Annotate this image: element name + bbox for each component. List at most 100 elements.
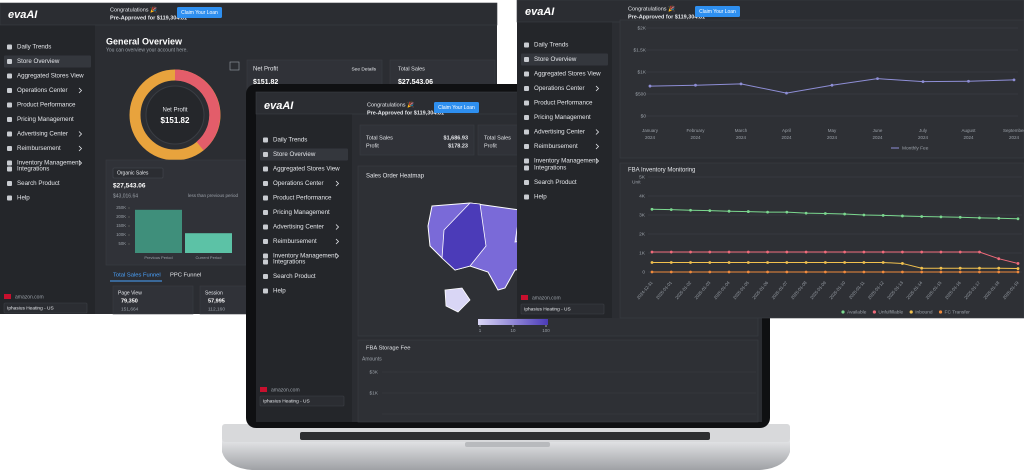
legend-marker <box>909 310 913 314</box>
point <box>727 250 731 254</box>
y-tick-label: 100K <box>116 232 126 237</box>
flag <box>4 294 11 299</box>
store-select-label[interactable]: Iphasius Heating - US <box>524 306 571 312</box>
x-tick-label: September <box>1003 128 1024 133</box>
x-tick-label: July <box>919 128 928 133</box>
nav-item[interactable]: Reimbursement <box>534 143 578 150</box>
nav-icon <box>263 253 268 259</box>
nav-item[interactable]: Product Performance <box>273 195 332 202</box>
store-select-label[interactable]: Iphasius Heating - US <box>7 305 54 311</box>
claim-button[interactable]: Claim Your Loan <box>438 105 475 111</box>
nav-item[interactable]: Product Performance <box>534 100 593 107</box>
nav-item[interactable]: Search Product <box>17 180 60 187</box>
nav-item[interactable]: Aggregated Stores View <box>17 73 84 80</box>
nav-item[interactable]: Reimbursement <box>17 145 61 152</box>
y-tick-label: $2K <box>637 25 646 31</box>
nav-item[interactable]: Integrations <box>534 165 566 172</box>
panel <box>619 19 1024 159</box>
nav-item[interactable]: Product Performance <box>17 102 76 109</box>
laptop-base <box>222 440 790 470</box>
label: Total Sales <box>366 135 393 141</box>
claim-button[interactable]: Claim Your Loan <box>181 10 218 16</box>
point <box>997 257 1001 261</box>
nav-item[interactable]: Daily Trends <box>273 137 307 144</box>
nav-item[interactable]: Search Product <box>534 179 577 186</box>
nav-icon <box>263 181 268 186</box>
bar <box>135 209 182 253</box>
nav-item[interactable]: Help <box>534 194 547 201</box>
store-select-label[interactable]: Iphasius Heating - US <box>263 398 310 404</box>
scale-tick-label: 100 <box>542 328 550 333</box>
label: $1,686.93 <box>444 135 468 141</box>
nav-item[interactable]: Advertising Center <box>17 131 68 138</box>
sidebar <box>0 3 95 314</box>
y-tick-label: 2K <box>639 231 646 237</box>
nav-item[interactable]: Pricing Management <box>273 209 330 216</box>
nav-icon <box>524 194 529 200</box>
nav-item[interactable]: Inventory Management <box>17 160 81 167</box>
nav-icon <box>524 158 529 164</box>
nav-item[interactable]: Operations Center <box>17 87 68 94</box>
nav-item[interactable]: Advertising Center <box>534 129 585 136</box>
dropdown <box>112 167 164 179</box>
nav-item[interactable]: Inventory Management <box>273 253 337 260</box>
point <box>785 250 789 254</box>
legend-label: Unfulfillable <box>878 309 903 315</box>
scale-tick-label: 1 <box>479 328 482 333</box>
nav-item[interactable]: Advertising Center <box>273 224 324 231</box>
title: General Overview <box>106 36 183 46</box>
legend-label: Monthly Fee <box>902 145 929 151</box>
panel <box>619 162 1024 319</box>
point <box>978 266 981 270</box>
claim-button[interactable]: Claim Your Loan <box>699 9 736 15</box>
label: Total Sales <box>398 66 425 72</box>
label: less than previous period <box>188 193 239 198</box>
x-tick-label: 2024 <box>1009 135 1020 140</box>
nav-item[interactable]: Store Overview <box>17 58 60 65</box>
point <box>727 270 731 274</box>
nav-item[interactable]: Pricing Management <box>17 116 74 123</box>
nav-item[interactable]: Operations Center <box>273 180 324 187</box>
point <box>843 261 847 264</box>
point <box>1016 262 1020 265</box>
nav-item[interactable]: Pricing Management <box>534 114 591 121</box>
point <box>881 270 885 274</box>
store-select <box>3 302 88 314</box>
nav-item[interactable]: Integrations <box>273 259 305 266</box>
nav-item[interactable]: Aggregated Stores View <box>273 166 340 173</box>
nav-item[interactable]: Reimbursement <box>273 238 317 245</box>
nav-item[interactable]: Integrations <box>17 166 49 173</box>
point <box>997 270 1001 274</box>
nav-item[interactable]: Search Product <box>273 273 316 280</box>
banner-text: Pre-Approved for $119,304.81 <box>628 14 705 20</box>
label: $43,016.64 <box>113 193 138 199</box>
y-tick-label: 0 <box>642 269 645 275</box>
nav-item[interactable]: Help <box>17 195 30 202</box>
dropdown-label[interactable]: Organic Sales <box>117 170 149 176</box>
nav-icon <box>7 59 12 64</box>
nav-item[interactable]: Daily Trends <box>17 44 51 51</box>
tab[interactable]: PPC Funnel <box>170 273 201 279</box>
nav-icon <box>7 181 12 186</box>
x-tick-label: 2024 <box>827 135 838 140</box>
point <box>746 210 750 213</box>
nav-item[interactable]: Store Overview <box>534 56 577 63</box>
nav-item[interactable]: Aggregated Stores View <box>534 71 601 78</box>
nav-item[interactable]: Inventory Management <box>534 158 598 165</box>
tab[interactable]: Total Sales Funnel <box>113 273 161 279</box>
point <box>766 261 769 264</box>
nav-icon <box>7 117 12 122</box>
nav-item[interactable]: Operations Center <box>534 85 585 92</box>
nav-item[interactable]: Store Overview <box>273 151 316 158</box>
link[interactable]: See Details <box>351 66 376 72</box>
nav-item[interactable]: Help <box>273 288 286 295</box>
nav-item[interactable]: Daily Trends <box>534 42 568 49</box>
point <box>1012 78 1016 82</box>
point <box>1016 267 1020 270</box>
chevron <box>595 158 600 164</box>
notch <box>465 442 550 447</box>
nav-icon <box>524 86 529 91</box>
point <box>648 84 652 88</box>
y-tick-label: 1K <box>639 250 646 256</box>
banner-text: Congratulations 🎉 <box>367 101 414 108</box>
